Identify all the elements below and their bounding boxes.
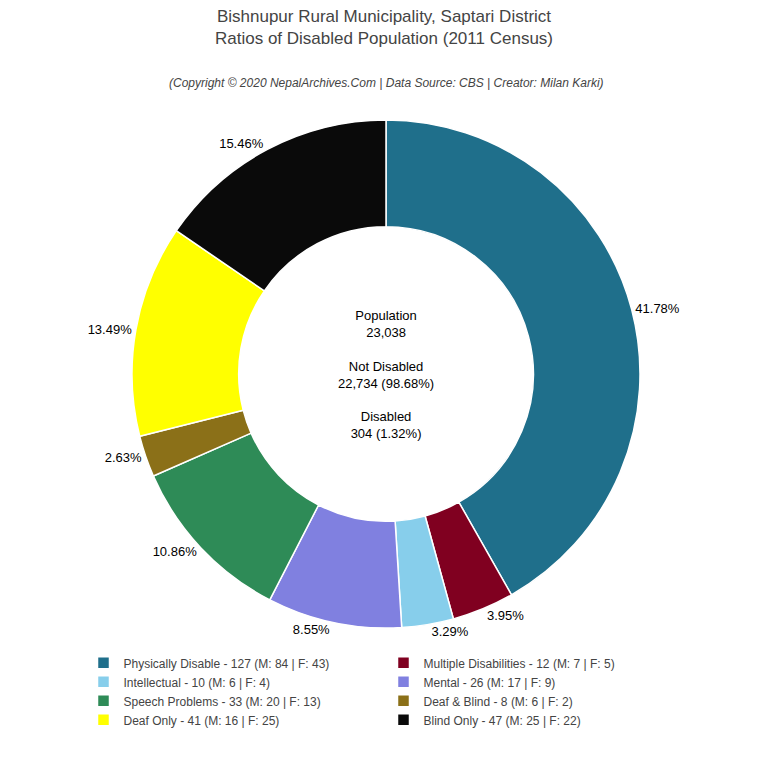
svg-text:Deaf & Blind - 8 (M: 6 | F: 2): Deaf & Blind - 8 (M: 6 | F: 2) (424, 695, 573, 709)
svg-text:(Copyright © 2020 NepalArchive: (Copyright © 2020 NepalArchives.Com | Da… (169, 76, 604, 90)
svg-text:Deaf Only - 41 (M: 16 | F: 25): Deaf Only - 41 (M: 16 | F: 25) (124, 714, 280, 728)
svg-text:2.63%: 2.63% (105, 450, 142, 465)
svg-text:Intellectual - 10 (M: 6 | F: 4: Intellectual - 10 (M: 6 | F: 4) (124, 676, 271, 690)
svg-text:3.29%: 3.29% (432, 624, 469, 639)
svg-text:8.55%: 8.55% (293, 622, 330, 637)
svg-text:41.78%: 41.78% (635, 301, 680, 316)
svg-text:Population23,038Not Disabled22: Population23,038Not Disabled22,734 (98.6… (338, 308, 434, 441)
svg-text:Blind Only - 47 (M: 25 | F: 22: Blind Only - 47 (M: 25 | F: 22) (424, 714, 581, 728)
svg-text:Bishnupur Rural Municipality,: Bishnupur Rural Municipality, Saptari Di… (215, 7, 553, 48)
svg-text:Speech Problems - 33 (M: 20 |: Speech Problems - 33 (M: 20 | F: 13) (124, 695, 321, 709)
svg-text:Multiple Disabilities - 12 (M:: Multiple Disabilities - 12 (M: 7 | F: 5) (424, 657, 615, 671)
svg-text:Mental - 26 (M: 17 | F: 9): Mental - 26 (M: 17 | F: 9) (424, 676, 556, 690)
svg-text:Physically Disable - 127 (M: 8: Physically Disable - 127 (M: 84 | F: 43) (124, 657, 330, 671)
svg-text:13.49%: 13.49% (88, 322, 133, 337)
svg-text:15.46%: 15.46% (219, 136, 264, 151)
svg-text:10.86%: 10.86% (153, 544, 198, 559)
svg-text:3.95%: 3.95% (487, 608, 524, 623)
